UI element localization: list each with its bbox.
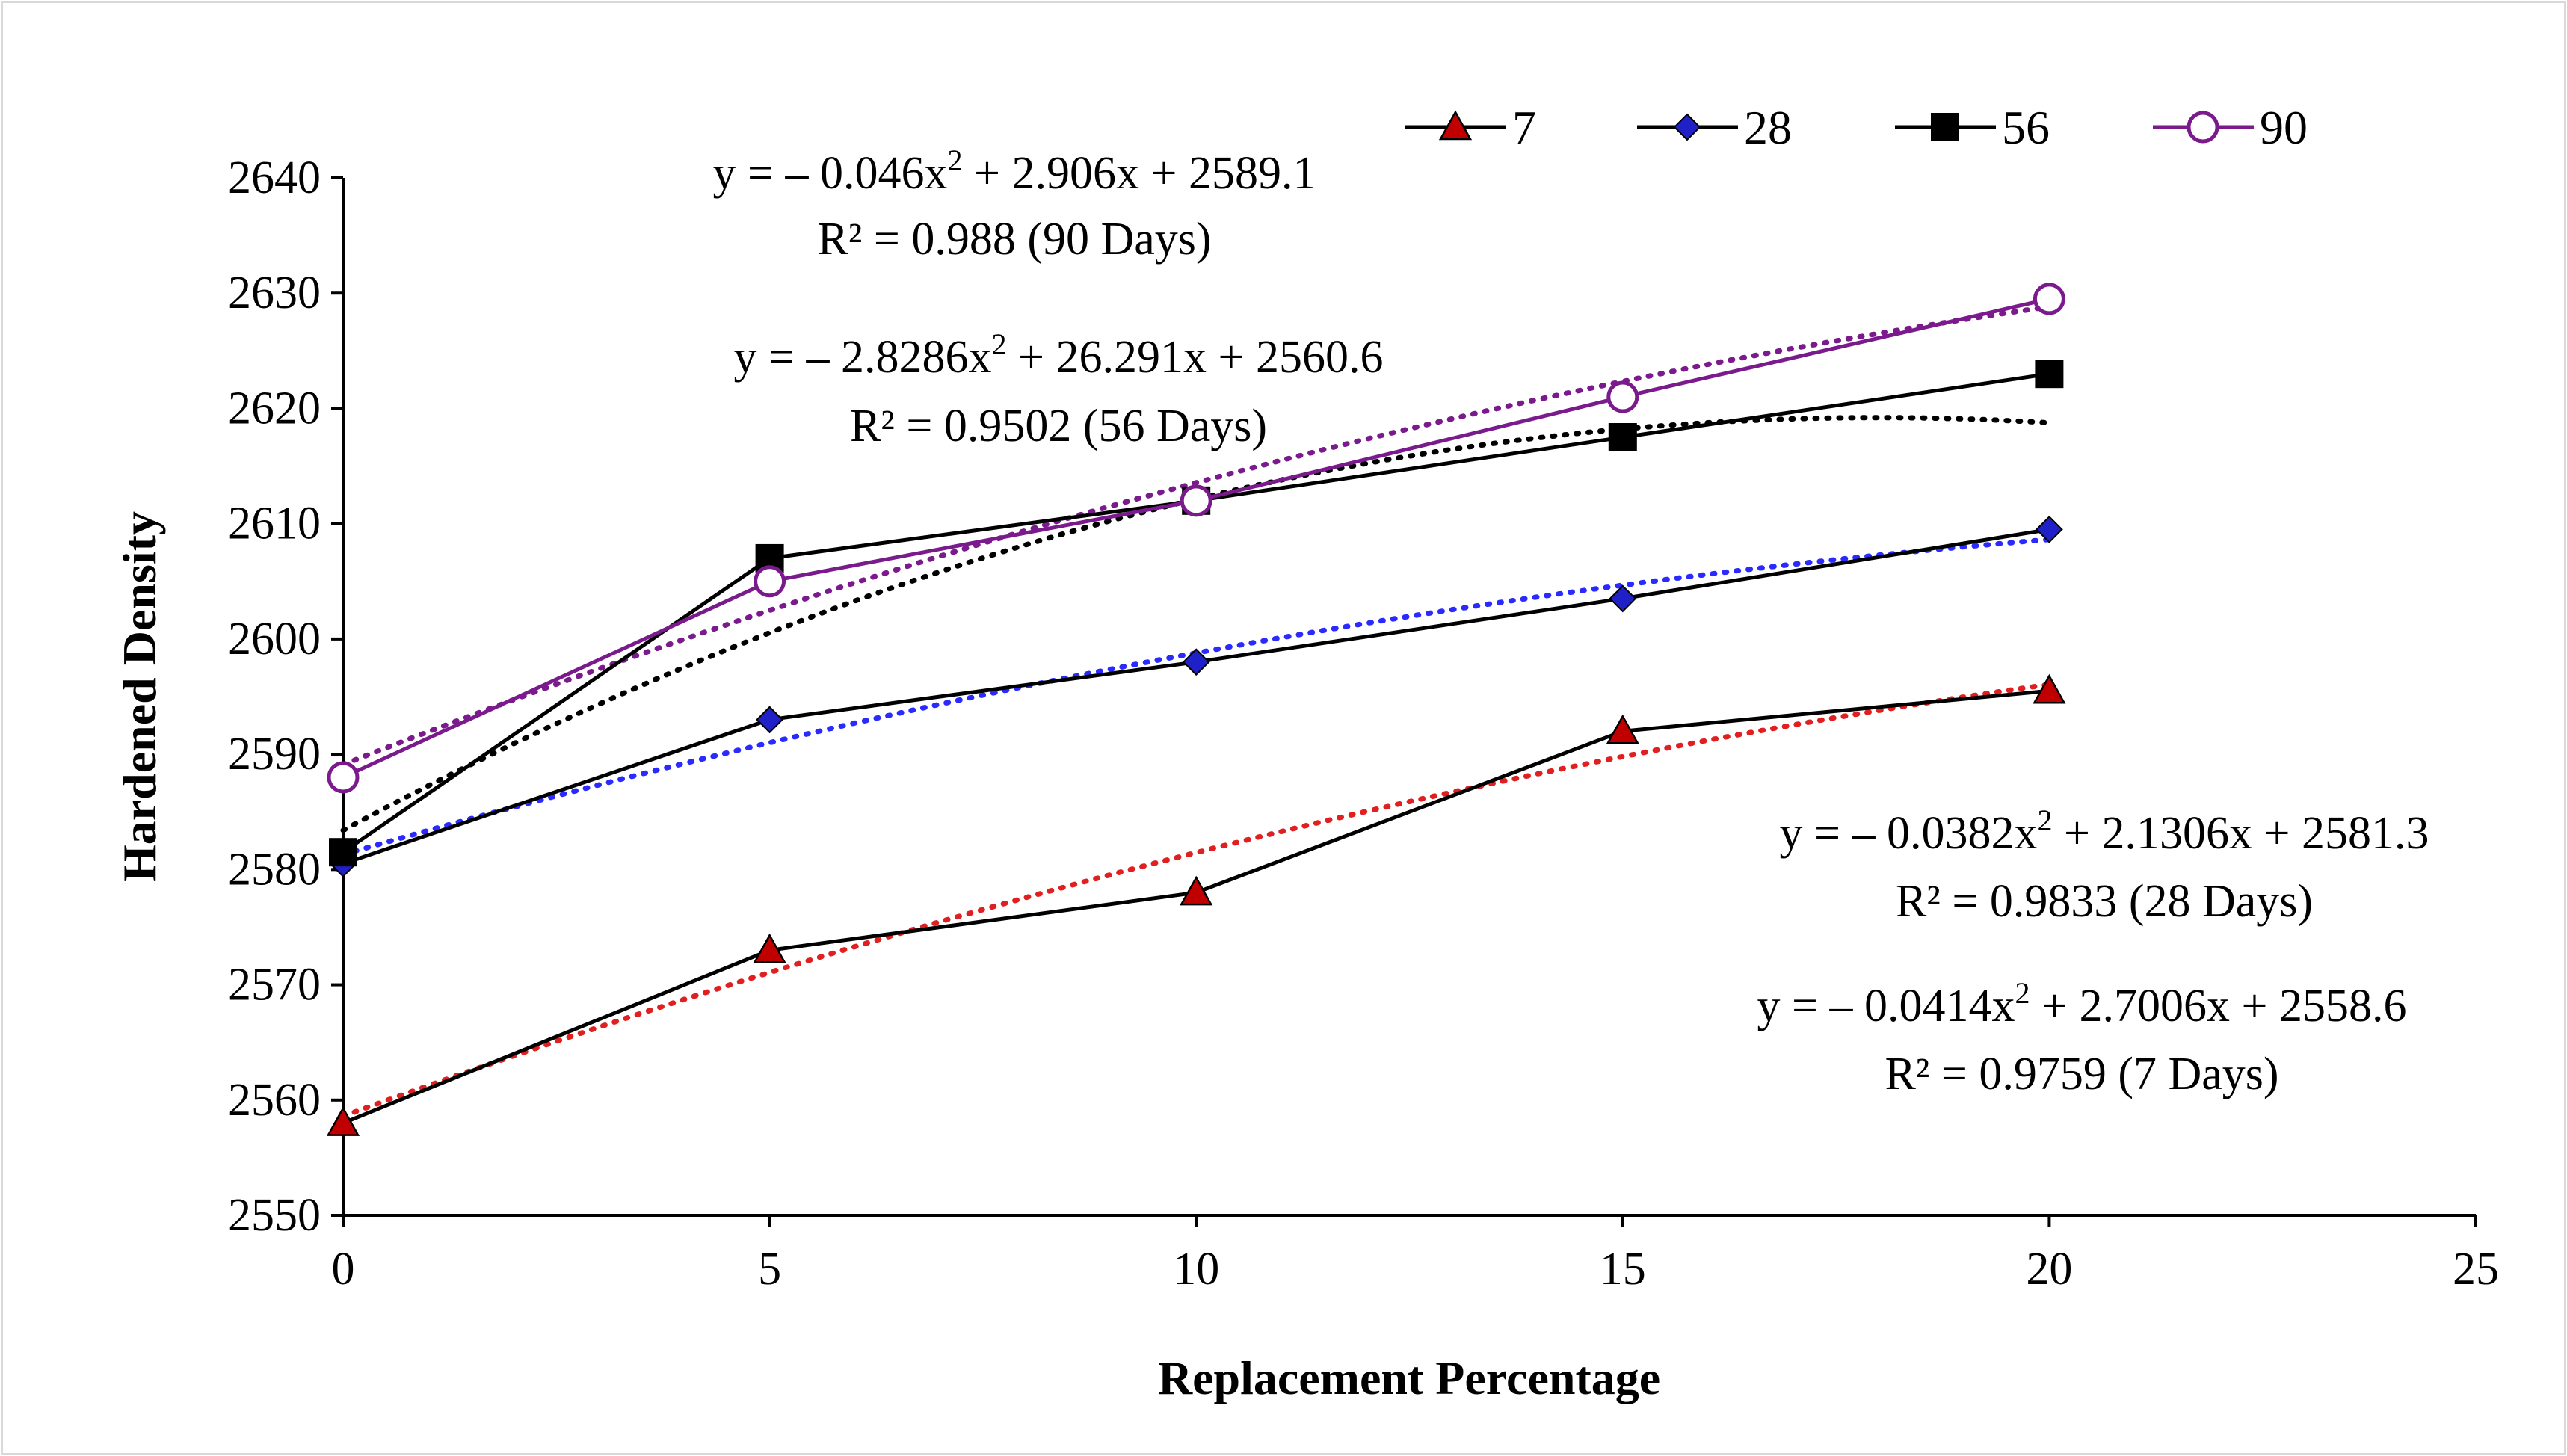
data-point-series-90 (1606, 380, 1639, 413)
y-tick-label: 2590 (228, 729, 321, 780)
equation-28-days-line2: R² = 0.9833 (28 Days) (1896, 876, 2313, 927)
equation-7-days-line2: R² = 0.9759 (7 Days) (1885, 1049, 2278, 1099)
legend-item-7: 7 (1405, 101, 1536, 154)
series-7 (326, 673, 2066, 1136)
x-ticks: 0 5 10 15 20 25 (332, 1215, 2499, 1295)
y-tick-label: 2550 (228, 1190, 321, 1241)
axes (342, 178, 2476, 1217)
superscript-2: 2 (948, 144, 963, 177)
y-tick-label: 2610 (228, 499, 321, 549)
equation-56-days-line1: y = – 2.8286x2 + 26.291x + 2560.6 (734, 327, 1384, 383)
y-tick-label: 2600 (228, 614, 321, 664)
superscript-2: 2 (2015, 976, 2030, 1010)
x-tick-label: 10 (1173, 1244, 1219, 1295)
equation-90-days-line1: y = – 0.046x2 + 2.906x + 2589.1 (713, 144, 1316, 199)
data-point-series-7 (2033, 673, 2066, 704)
x-tick-label: 20 (2026, 1244, 2072, 1295)
data-point-series-28 (1609, 584, 1637, 613)
superscript-2: 2 (2038, 803, 2053, 837)
y-ticks: 2550 2560 2570 2580 2590 2600 2610 2620 2630 2640 (228, 152, 343, 1241)
data-point-series-90 (327, 761, 360, 794)
y-tick-label: 2620 (228, 383, 321, 434)
data-point-series-7 (1606, 714, 1639, 744)
data-point-series-90 (754, 565, 786, 598)
equation-56-days-line2: R² = 0.9502 (56 Days) (850, 401, 1267, 451)
data-point-series-90 (1180, 484, 1212, 517)
x-tick-label: 0 (332, 1244, 355, 1295)
x-tick-label: 25 (2453, 1244, 2499, 1295)
legend-marker-swatch (2187, 111, 2219, 144)
legend: 7 28 56 90 (1405, 101, 2308, 154)
equation-7-days-line1: y = – 0.0414x2 + 2.7006x + 2558.6 (1757, 976, 2407, 1031)
regression-equations: y = – 0.046x2 + 2.906x + 2589.1 R² = 0.9… (713, 144, 2429, 1099)
y-tick-label: 2570 (228, 960, 321, 1011)
series-line-7 (342, 688, 2050, 1125)
data-point-series-7 (1180, 875, 1213, 906)
series-90 (327, 283, 2065, 794)
data-point-series-56 (2035, 360, 2064, 389)
data-point-series-28 (756, 706, 784, 734)
trendline-series-56 (340, 415, 2052, 833)
y-tick-label: 2560 (228, 1075, 321, 1126)
legend-marker-swatch (1931, 113, 1959, 141)
legend-marker-swatch (1438, 110, 1473, 141)
legend-marker-swatch (1673, 113, 1701, 141)
legend-label: 28 (1744, 101, 1792, 154)
series-28 (329, 515, 2063, 878)
y-tick-label: 2640 (228, 152, 321, 203)
data-point-series-56 (1608, 423, 1637, 451)
superscript-2: 2 (992, 327, 1007, 361)
data-point-series-7 (753, 933, 786, 963)
equation-28-days-line1: y = – 0.0382x2 + 2.1306x + 2581.3 (1780, 803, 2429, 859)
data-point-series-90 (2033, 283, 2065, 315)
y-axis-title: Hardened Density (113, 511, 166, 882)
data-point-series-56 (329, 838, 357, 867)
y-tick-label: 2580 (228, 844, 321, 895)
data-series (326, 283, 2066, 1136)
legend-item-56: 56 (1895, 101, 2050, 154)
legend-label: 90 (2260, 101, 2308, 154)
data-point-series-7 (326, 1106, 360, 1136)
legend-label: 7 (1512, 101, 1536, 154)
x-tick-label: 5 (758, 1244, 781, 1295)
x-tick-label: 15 (1600, 1244, 1646, 1295)
legend-item-90: 90 (2153, 101, 2308, 154)
data-point-series-28 (1182, 648, 1210, 676)
x-axis-title: Replacement Percentage (1158, 1351, 1660, 1404)
legend-item-28: 28 (1637, 101, 1792, 154)
data-point-series-28 (2035, 515, 2063, 543)
legend-label: 56 (2002, 101, 2050, 154)
y-tick-label: 2630 (228, 268, 321, 318)
equation-90-days-line2: R² = 0.988 (90 Days) (817, 214, 1211, 265)
trendline-series-90 (340, 303, 2052, 768)
trendline-series-7 (340, 682, 2052, 1119)
